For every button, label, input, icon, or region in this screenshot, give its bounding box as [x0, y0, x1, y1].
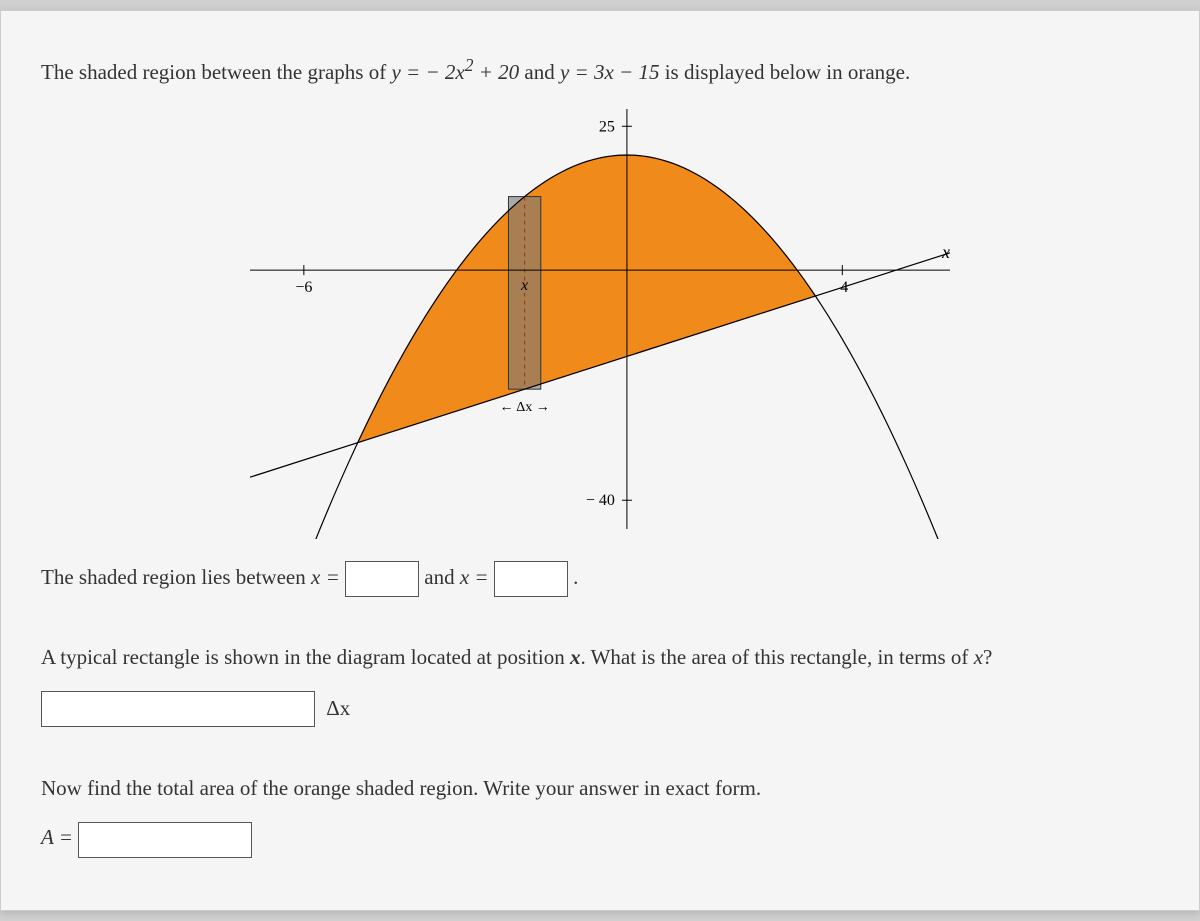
q3-label: A = [41, 825, 73, 849]
rect-x-label: x [520, 277, 528, 294]
eq2: y = 3x − 15 [560, 60, 665, 84]
delta-x-arrow-label: ← Δx → [499, 400, 549, 415]
q2-input-line: Δx [41, 688, 1159, 727]
q2-line1: A typical rectangle is shown in the diag… [41, 639, 1159, 677]
q3-text: Now find the total area of the orange sh… [41, 770, 1159, 808]
q1-before: The shaded region lies between [41, 565, 311, 589]
intro-between: and [524, 60, 560, 84]
ytick-25-label: 25 [599, 118, 615, 135]
q2-text1: A typical rectangle is shown in the diag… [41, 645, 570, 669]
q2-input-area[interactable] [41, 691, 315, 727]
eq1: y = − 2x2 + 20 [391, 60, 524, 84]
q1-mid: and [424, 565, 460, 589]
q2-var2: x [974, 645, 983, 669]
q1-var2: x = [460, 565, 489, 589]
q1-var1: x = [311, 565, 340, 589]
q2-text1c: ? [983, 645, 992, 669]
problem-page: The shaded region between the graphs of … [0, 10, 1200, 911]
q1-input-left[interactable] [345, 561, 419, 597]
intro-prefix: The shaded region between the graphs of [41, 60, 391, 84]
q1-after: . [573, 565, 578, 589]
x-axis-label: x [941, 242, 950, 262]
ytick-neg40-label: − 40 [586, 492, 615, 509]
q3-input-line: A = [41, 819, 1159, 857]
region-chart: −6 4 x 25 − 40 x ← Δx → [210, 99, 990, 539]
xtick-neg6-label: −6 [295, 279, 312, 296]
q3-input-total[interactable] [78, 822, 252, 858]
intro-suffix: is displayed below in orange. [665, 60, 911, 84]
shaded-region [358, 155, 816, 443]
q1-input-right[interactable] [494, 561, 568, 597]
chart-container: −6 4 x 25 − 40 x ← Δx → [41, 99, 1159, 539]
xtick-4-label: 4 [840, 279, 848, 296]
q2-text1b: . What is the area of this rectangle, in… [580, 645, 973, 669]
intro-paragraph: The shaded region between the graphs of … [41, 52, 1159, 89]
q2-boldvar: x [570, 645, 581, 669]
delta-x-label: Δx [326, 696, 350, 720]
q1-line: The shaded region lies between x = and x… [41, 559, 1159, 597]
